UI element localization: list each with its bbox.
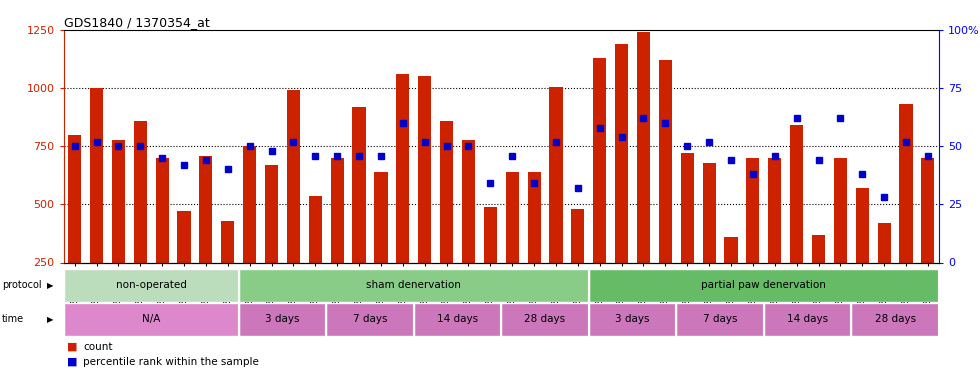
- Text: 14 days: 14 days: [437, 314, 478, 324]
- Text: GDS1840 / 1370354_at: GDS1840 / 1370354_at: [64, 16, 210, 29]
- Bar: [615, 44, 628, 262]
- Bar: [681, 153, 694, 262]
- Text: 3 days: 3 days: [266, 314, 300, 324]
- Bar: [177, 211, 190, 262]
- Bar: [593, 58, 607, 262]
- Text: sham denervation: sham denervation: [367, 280, 462, 290]
- Text: ■: ■: [67, 357, 77, 367]
- Text: non-operated: non-operated: [116, 280, 186, 290]
- Bar: [703, 162, 715, 262]
- Text: 7 days: 7 days: [703, 314, 737, 324]
- Bar: [133, 121, 147, 262]
- Bar: [239, 269, 589, 302]
- Text: 14 days: 14 days: [787, 314, 828, 324]
- Text: protocol: protocol: [2, 280, 41, 290]
- Text: 3 days: 3 days: [615, 314, 650, 324]
- Text: ▶: ▶: [47, 315, 54, 324]
- Text: time: time: [2, 314, 24, 324]
- Bar: [462, 140, 475, 262]
- Text: 7 days: 7 days: [353, 314, 387, 324]
- Bar: [112, 140, 125, 262]
- Bar: [414, 303, 501, 336]
- Bar: [834, 158, 847, 262]
- Bar: [90, 88, 103, 262]
- Bar: [221, 220, 234, 262]
- Bar: [659, 60, 672, 262]
- Text: ▶: ▶: [47, 281, 54, 290]
- Bar: [637, 32, 650, 262]
- Bar: [921, 158, 935, 262]
- Text: 28 days: 28 days: [874, 314, 915, 324]
- Bar: [199, 156, 213, 262]
- Bar: [239, 303, 326, 336]
- Bar: [418, 76, 431, 262]
- Bar: [856, 188, 869, 262]
- Bar: [396, 74, 410, 262]
- Bar: [243, 146, 256, 262]
- Text: percentile rank within the sample: percentile rank within the sample: [83, 357, 259, 367]
- Bar: [724, 237, 738, 262]
- Bar: [763, 303, 852, 336]
- Bar: [326, 303, 414, 336]
- Bar: [484, 207, 497, 262]
- Bar: [676, 303, 763, 336]
- Bar: [309, 196, 321, 262]
- Bar: [550, 87, 563, 262]
- Bar: [589, 269, 939, 302]
- Bar: [877, 223, 891, 262]
- Text: count: count: [83, 342, 113, 352]
- Bar: [68, 135, 81, 262]
- Bar: [374, 172, 387, 262]
- Bar: [790, 125, 804, 262]
- Bar: [330, 158, 344, 262]
- Bar: [812, 235, 825, 262]
- Bar: [527, 172, 541, 262]
- Bar: [747, 158, 760, 262]
- Bar: [265, 165, 278, 262]
- Bar: [506, 172, 518, 262]
- Bar: [571, 209, 584, 262]
- Bar: [287, 90, 300, 262]
- Bar: [852, 303, 939, 336]
- Text: 28 days: 28 days: [524, 314, 565, 324]
- Bar: [156, 158, 169, 262]
- Bar: [501, 303, 589, 336]
- Text: N/A: N/A: [142, 314, 161, 324]
- Bar: [768, 158, 781, 262]
- Text: ■: ■: [67, 342, 77, 352]
- Bar: [64, 303, 239, 336]
- Bar: [589, 303, 676, 336]
- Bar: [440, 121, 453, 262]
- Bar: [64, 269, 239, 302]
- Bar: [353, 107, 366, 262]
- Text: partial paw denervation: partial paw denervation: [702, 280, 826, 290]
- Bar: [900, 104, 912, 262]
